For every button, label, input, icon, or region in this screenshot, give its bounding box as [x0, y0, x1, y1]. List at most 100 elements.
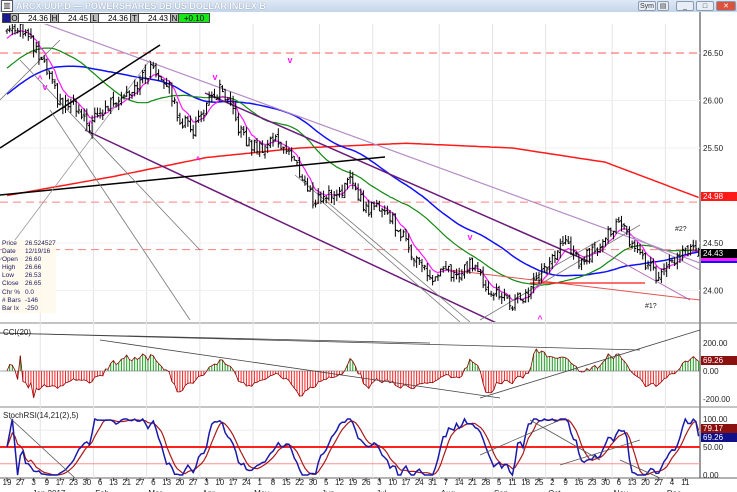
price-bar — [72, 94, 75, 105]
price-bar — [13, 24, 17, 35]
price-bar — [489, 290, 493, 297]
ma-long-tag: 24.98 — [701, 192, 737, 201]
last-value: 24.43 — [139, 14, 171, 23]
bottom-marker: ^ — [537, 314, 543, 324]
price-bar — [670, 258, 674, 264]
price-bar — [295, 159, 299, 166]
stoch-fast-line — [6, 417, 700, 477]
minimize-button[interactable]: _ — [676, 1, 694, 11]
cci-tick-label: -200.00 — [703, 395, 731, 404]
price-bar — [364, 201, 368, 214]
sym-button[interactable]: Sym — [638, 1, 656, 11]
price-bar — [510, 305, 514, 311]
stoch-slow-line — [6, 418, 700, 476]
price-bar — [343, 182, 347, 199]
month-label: Apr — [202, 489, 215, 492]
price-bar — [460, 269, 464, 281]
price-bar — [340, 184, 344, 199]
price-tick-label: 24.00 — [703, 287, 724, 296]
last-price-tag: 24.43 — [701, 249, 737, 258]
date-tick-label: 13 — [109, 478, 118, 487]
price-bar — [673, 256, 677, 267]
price-bar — [327, 185, 331, 201]
price-bar — [651, 258, 655, 271]
price-bar — [79, 108, 83, 120]
price-bar — [447, 265, 451, 273]
ma-short-tag — [701, 258, 737, 261]
price-bar — [516, 292, 520, 304]
price-bar — [330, 189, 334, 204]
date-tick-label: 14 — [455, 478, 464, 487]
price-bar — [239, 125, 243, 138]
price-bar — [484, 279, 488, 292]
price-bar — [22, 24, 25, 39]
date-tick-label: 10 — [215, 478, 224, 487]
trendline — [204, 92, 591, 263]
price-bar — [348, 170, 352, 184]
price-bar — [90, 115, 94, 139]
price-bar — [181, 118, 185, 129]
bottom-marker: ^ — [195, 155, 201, 165]
price-bar — [617, 216, 621, 223]
date-tick-label: 28 — [481, 478, 490, 487]
info-close: Close 26.65 — [2, 280, 42, 288]
month-label: Jul — [376, 489, 386, 492]
info-bar-index: Bar Ix -250 — [2, 304, 39, 312]
price-tick-label: 25.50 — [703, 144, 724, 153]
info-price: Price 26.524527 — [2, 240, 56, 247]
stoch-trendline — [529, 419, 601, 461]
price-bar — [215, 94, 219, 100]
price-bar — [580, 258, 584, 271]
close-button[interactable]: ✕ — [716, 1, 736, 11]
cci-line — [6, 348, 699, 398]
price-bar — [98, 107, 102, 119]
price-bar — [93, 107, 97, 123]
price-bar — [643, 252, 647, 270]
price-bar — [191, 124, 195, 139]
price-bar — [683, 247, 687, 255]
cci-tag: 69.26 — [701, 356, 737, 365]
price-bar — [521, 298, 525, 304]
price-bar — [689, 244, 693, 256]
price-bar — [611, 230, 615, 240]
price-bar — [351, 171, 355, 190]
top-marker: v — [212, 72, 217, 82]
month-label: Feb — [95, 489, 109, 492]
price-bar — [614, 218, 618, 235]
maximize-button[interactable]: □ — [696, 1, 714, 11]
stoch-tick-label: 50.00 — [703, 443, 724, 452]
date-tick-label: 19 — [348, 478, 357, 487]
price-bar — [598, 243, 602, 254]
price-bar — [303, 175, 307, 186]
price-bar — [561, 236, 565, 247]
info-open: Open 26.60 — [2, 256, 42, 264]
date-tick-label: 5 — [324, 478, 329, 487]
price-bar — [385, 205, 389, 215]
date-tick-label: 15 — [282, 478, 291, 487]
price-bar — [338, 187, 341, 198]
price-bar — [678, 251, 682, 264]
price-bar — [604, 237, 607, 247]
stoch-trendline — [479, 419, 561, 456]
price-bar — [412, 257, 416, 267]
price-bar — [308, 185, 312, 192]
trendline — [449, 269, 700, 301]
price-bar — [186, 116, 190, 127]
price-bar — [260, 140, 264, 154]
price-bar — [266, 139, 270, 154]
price-bar — [691, 239, 695, 250]
cci-trendline — [0, 332, 641, 351]
price-bar — [106, 105, 110, 112]
price-bar — [625, 225, 629, 235]
stoch-trendline — [619, 459, 661, 479]
date-tick-label: 20 — [175, 478, 184, 487]
info-high: High 26.66 — [2, 264, 42, 272]
price-bar — [53, 78, 57, 89]
date-tick-label: 31 — [428, 478, 437, 487]
ma-long-line — [6, 142, 699, 199]
layout-button[interactable]: ▤ — [657, 1, 669, 11]
price-bar — [42, 55, 46, 63]
date-tick-label: 27 — [16, 478, 25, 487]
price-bar — [143, 64, 147, 84]
